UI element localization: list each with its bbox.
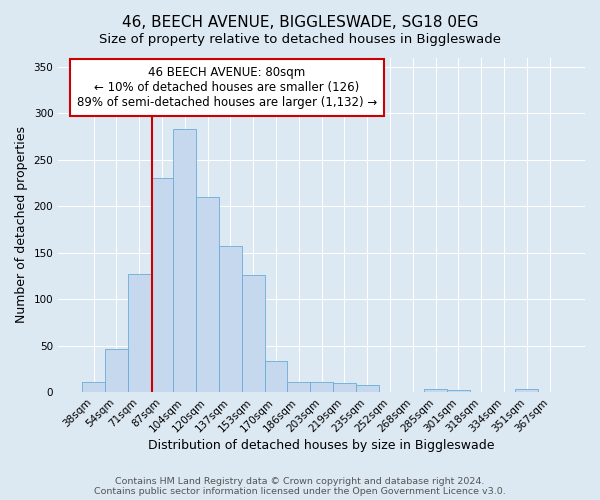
Bar <box>287 382 310 392</box>
Bar <box>82 382 105 392</box>
Bar <box>105 348 128 392</box>
Text: 46, BEECH AVENUE, BIGGLESWADE, SG18 0EG: 46, BEECH AVENUE, BIGGLESWADE, SG18 0EG <box>122 15 478 30</box>
Text: 46 BEECH AVENUE: 80sqm
← 10% of detached houses are smaller (126)
89% of semi-de: 46 BEECH AVENUE: 80sqm ← 10% of detached… <box>77 66 377 109</box>
Bar <box>515 390 538 392</box>
Bar <box>310 382 333 392</box>
Y-axis label: Number of detached properties: Number of detached properties <box>15 126 28 324</box>
Bar <box>173 129 196 392</box>
Bar <box>424 390 447 392</box>
Bar <box>128 274 151 392</box>
Text: Contains HM Land Registry data © Crown copyright and database right 2024.: Contains HM Land Registry data © Crown c… <box>115 477 485 486</box>
Bar <box>333 383 356 392</box>
Bar <box>265 360 287 392</box>
Text: Contains public sector information licensed under the Open Government Licence v3: Contains public sector information licen… <box>94 487 506 496</box>
X-axis label: Distribution of detached houses by size in Biggleswade: Distribution of detached houses by size … <box>148 440 495 452</box>
Text: Size of property relative to detached houses in Biggleswade: Size of property relative to detached ho… <box>99 32 501 46</box>
Bar <box>151 178 173 392</box>
Bar <box>242 275 265 392</box>
Bar <box>219 246 242 392</box>
Bar <box>196 197 219 392</box>
Bar <box>356 385 379 392</box>
Bar <box>447 390 470 392</box>
